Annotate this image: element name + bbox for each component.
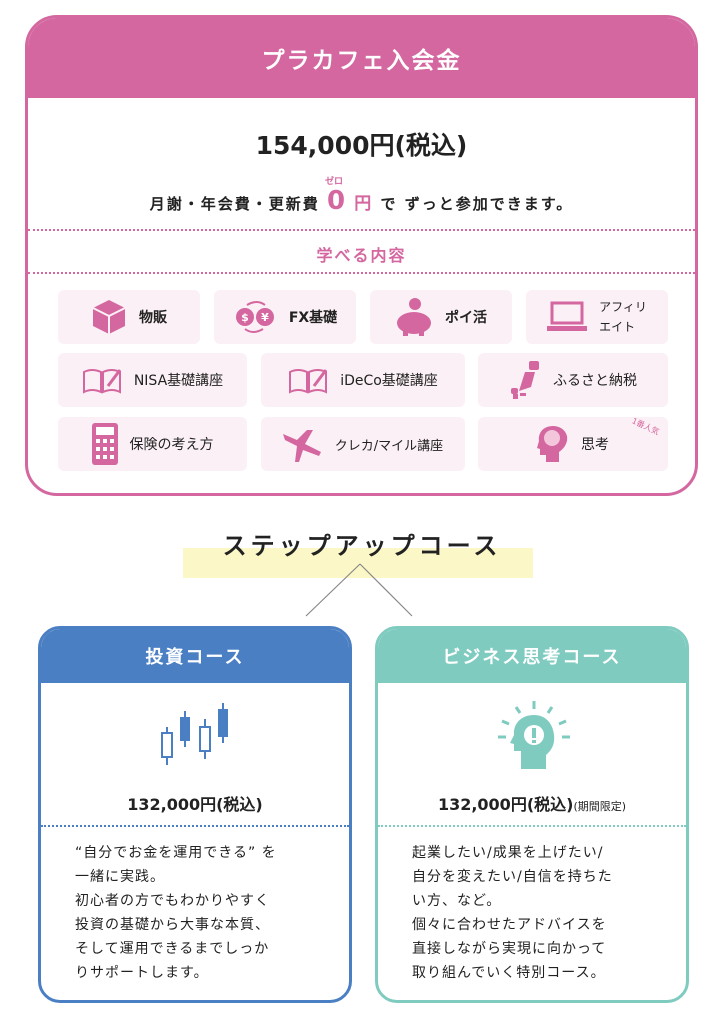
item-ideco: iDeCo基礎講座 [261,353,465,407]
divider [28,272,695,274]
business-course-card: ビジネス思考コース 132,000円(税込)(期間限定) 起業したい/成果を上げ… [375,626,689,1003]
popular-badge: 1番人気 [630,416,661,437]
course-price: 132,000円(税込)(期間限定) [437,795,627,814]
item-nisa: NISA基礎講座 [58,353,247,407]
box-icon [92,300,126,334]
item-shikou: 思考 1番人気 [478,416,668,471]
candlestick-chart-icon [161,703,228,765]
item-poikatsu: ポイ活 [370,290,512,344]
svg-text:$: $ [241,311,249,324]
currency-exchange-icon: $ ¥ [235,301,274,333]
zero-value: 0 [326,186,348,216]
investment-course-card: 投資コース 132,000円(税込) “自分でお金を運用できる” を 一緒に実践… [38,626,352,1003]
fee-suffix: で ずっと参加できます。 [380,195,574,213]
divider [28,229,695,231]
laptop-icon [547,301,588,331]
item-buppan: 物販 [58,290,200,344]
book-pen-icon [82,369,122,394]
zero-ruby: ゼロ [324,177,343,187]
divider [378,825,686,827]
course-title: ビジネス思考コース [378,629,686,683]
fee-title: プラカフェ入会金 [28,18,695,98]
course-price: 132,000円(税込) [127,795,263,814]
idea-head-icon [498,701,570,769]
limited-note: (期間限定) [573,800,627,813]
piggy-bank-icon [397,298,431,336]
course-title: 投資コース [41,629,349,683]
fee-price: 154,000円(税込) [255,131,468,160]
airplane-icon [282,430,321,462]
item-affiliate: アフィリ エイト [526,290,668,344]
step-up-title: ステップアップコース [222,532,502,560]
calculator-icon [91,423,118,465]
step-highlight [183,548,533,578]
course-description: 起業したい/成果を上げたい/ 自分を変えたい/自信を持ちた い方、など。 個々に… [412,845,613,981]
membership-fee-card: プラカフェ入会金 154,000円(税込) 月謝・年会費・更新費 ゼロ 0 円 で… [25,15,698,496]
item-credit-mile: クレカ/マイル講座 [261,417,465,471]
item-hoken: 保険の考え方 [58,417,247,471]
learn-title: 学べる内容 [316,246,407,265]
fee-note: 月謝・年会費・更新費 ゼロ 0 円 で ずっと参加できます。 [28,177,695,216]
svg-text:¥: ¥ [261,311,269,324]
course-description: “自分でお金を運用できる” を 一緒に実践。 初心者の方でもわかりやすく 投資の… [75,845,277,981]
brain-head-icon [537,426,568,462]
yen-unit: 円 [354,194,374,214]
book-pen-icon [289,369,328,394]
item-furusato: ふるさと納税 [478,353,668,407]
item-fx: $ ¥ FX基礎 [214,290,356,344]
fee-prefix: 月謝・年会費・更新費 [149,195,320,213]
japan-map-icon [511,361,539,399]
branch-lines [305,563,413,617]
divider [41,825,349,827]
